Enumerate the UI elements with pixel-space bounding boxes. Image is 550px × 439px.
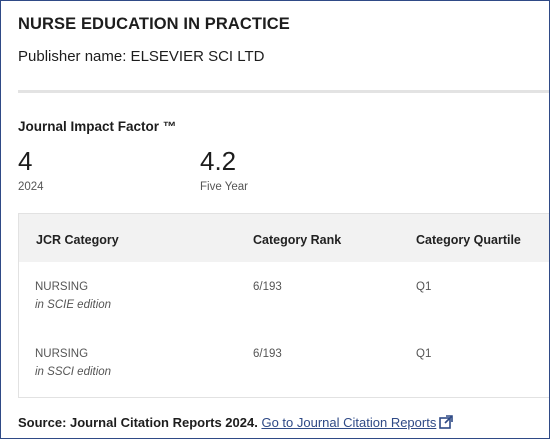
impact-factor-year: 2024	[18, 181, 44, 193]
category-quartile: Q1	[416, 348, 432, 360]
publisher-name: Publisher name: ELSEVIER SCI LTD	[18, 48, 265, 65]
table-header: JCR Category Category Rank Category Quar…	[19, 214, 549, 262]
category-rank: 6/193	[253, 281, 282, 293]
category-name: NURSING	[35, 281, 89, 293]
column-header-quartile: Category Quartile	[416, 233, 521, 247]
impact-factor-value: 4	[18, 146, 33, 176]
column-header-rank: Category Rank	[253, 233, 342, 247]
category-quartile: Q1	[416, 281, 432, 293]
jcr-link[interactable]: Go to Journal Citation Reports	[261, 415, 436, 430]
category-edition: in SSCI edition	[35, 366, 112, 378]
section-divider	[18, 90, 549, 93]
impact-factor-heading: Journal Impact Factor ™	[18, 119, 177, 134]
five-year-impact-factor-value: 4.2	[200, 146, 237, 176]
source-footer: Source: Journal Citation Reports 2024. G…	[18, 415, 454, 432]
five-year-label: Five Year	[200, 181, 248, 193]
category-edition: in SCIE edition	[35, 299, 112, 311]
category-rank: 6/193	[253, 348, 282, 360]
jcr-link-label: Go to Journal Citation Reports	[261, 415, 437, 430]
category-table: JCR Category Category Rank Category Quar…	[18, 213, 549, 398]
source-text: Source: Journal Citation Reports 2024.	[18, 415, 258, 430]
journal-title: NURSE EDUCATION IN PRACTICE	[18, 15, 290, 33]
category-name: NURSING	[35, 348, 89, 360]
external-link-icon[interactable]	[439, 415, 454, 432]
column-header-category: JCR Category	[36, 233, 119, 247]
